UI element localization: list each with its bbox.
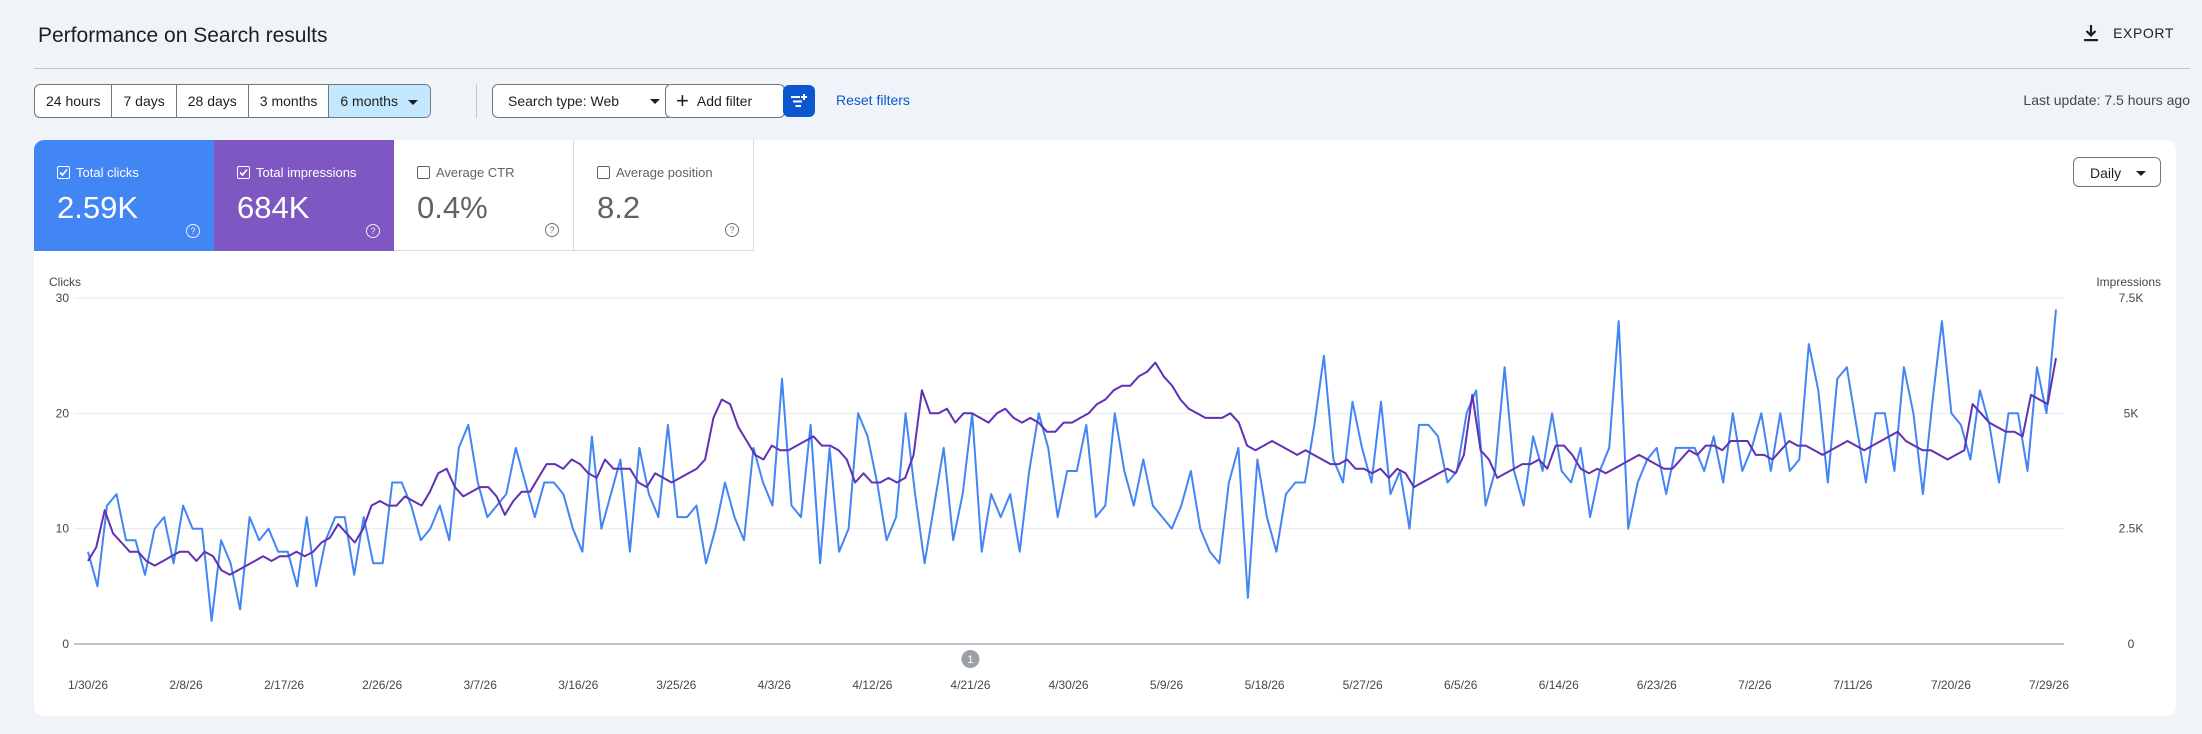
checkbox-checked-icon[interactable] <box>57 166 70 179</box>
metric-value: 684K <box>237 190 310 225</box>
x-tick-label: 2/8/26 <box>169 678 203 692</box>
range-label: 24 hours <box>46 93 101 109</box>
help-icon[interactable]: ? <box>725 223 739 237</box>
export-button[interactable]: EXPORT <box>2083 24 2174 42</box>
x-tick-label: 5/18/26 <box>1245 678 1285 692</box>
y-tick-label-right: 2.5K <box>2119 522 2144 536</box>
metric-total-clicks[interactable]: Total clicks 2.59K ? <box>34 140 214 251</box>
x-tick-label: 5/9/26 <box>1150 678 1184 692</box>
y-tick-label-left: 0 <box>62 637 69 651</box>
range-label: 6 months <box>340 93 398 109</box>
x-tick-label: 4/3/26 <box>758 678 792 692</box>
page-header: Performance on Search results EXPORT <box>34 0 2190 69</box>
metric-label: Total clicks <box>76 165 139 180</box>
y-axis-label-left: Clicks <box>49 275 81 289</box>
range-label: 28 days <box>187 93 237 109</box>
help-icon[interactable]: ? <box>186 224 200 238</box>
x-tick-label: 7/20/26 <box>1931 678 1971 692</box>
series-line-impressions <box>87 357 2057 576</box>
metric-total-impressions[interactable]: Total impressions 684K ? <box>214 140 394 251</box>
x-tick-label: 6/5/26 <box>1444 678 1478 692</box>
x-tick-label: 4/21/26 <box>950 678 990 692</box>
caret-down-icon <box>650 99 660 104</box>
y-tick-label-left: 30 <box>56 291 70 305</box>
filter-list-icon <box>791 94 807 107</box>
filter-toolbar: 24 hours 7 days 28 days 3 months 6 month… <box>34 84 2190 118</box>
y-tick-label-right: 7.5K <box>2119 291 2144 305</box>
x-tick-label: 7/11/26 <box>1833 678 1872 692</box>
range-3-months[interactable]: 3 months <box>249 85 330 117</box>
metric-label: Total impressions <box>256 165 357 180</box>
performance-card: Total clicks 2.59K ? Total impressions 6… <box>34 140 2176 716</box>
last-update-text: Last update: 7.5 hours ago <box>2023 92 2190 108</box>
x-tick-label: 7/29/26 <box>2029 678 2069 692</box>
y-tick-label-right: 5K <box>2124 406 2139 420</box>
metric-label: Average position <box>616 165 713 180</box>
date-range-selector: 24 hours 7 days 28 days 3 months 6 month… <box>34 84 431 118</box>
y-tick-label-left: 10 <box>56 522 70 536</box>
range-24-hours[interactable]: 24 hours <box>35 85 113 117</box>
add-filter-button[interactable]: + Add filter <box>665 84 785 118</box>
page-title: Performance on Search results <box>38 24 328 47</box>
y-tick-label-right: 0 <box>2128 637 2135 651</box>
search-type-label: Search type: Web <box>508 93 620 109</box>
x-tick-label: 3/16/26 <box>558 678 598 692</box>
x-tick-label: 6/14/26 <box>1539 678 1579 692</box>
range-label: 3 months <box>259 93 318 109</box>
granularity-dropdown[interactable]: Daily <box>2073 157 2161 187</box>
x-tick-label: 6/23/26 <box>1637 678 1677 692</box>
range-28-days[interactable]: 28 days <box>177 85 249 117</box>
range-label: 7 days <box>123 93 165 109</box>
annotation-marker <box>961 650 980 668</box>
metric-value: 0.4% <box>417 190 488 225</box>
metric-average-position[interactable]: Average position 8.2 ? <box>574 140 754 251</box>
caret-down-icon <box>2136 171 2146 176</box>
x-tick-label: 2/17/26 <box>264 678 304 692</box>
x-tick-label: 4/12/26 <box>852 678 892 692</box>
plus-icon: + <box>676 88 689 113</box>
help-icon[interactable]: ? <box>366 224 380 238</box>
filter-settings-button[interactable] <box>783 85 815 117</box>
performance-chart[interactable]: 0 10 20 30 0 2.5K 5K 7.5K Clicks Impressions 1/30/… <box>34 140 2176 716</box>
x-tick-label: 5/27/26 <box>1343 678 1383 692</box>
help-icon[interactable]: ? <box>545 223 559 237</box>
x-tick-label: 7/2/26 <box>1738 678 1772 692</box>
x-tick-label: 4/30/26 <box>1048 678 1088 692</box>
toolbar-divider <box>476 84 477 118</box>
y-axis-label-right: Impressions <box>2096 275 2161 289</box>
search-type-dropdown[interactable]: Search type: Web <box>492 84 673 118</box>
export-label: EXPORT <box>2113 25 2174 41</box>
metric-value: 2.59K <box>57 190 139 225</box>
x-tick-label: 3/25/26 <box>656 678 696 692</box>
metric-average-ctr[interactable]: Average CTR 0.4% ? <box>394 140 574 251</box>
x-tick-label: 3/7/26 <box>464 678 498 692</box>
x-tick-label: 2/26/26 <box>362 678 402 692</box>
add-filter-label: Add filter <box>696 93 753 109</box>
reset-filters-link[interactable]: Reset filters <box>836 92 910 108</box>
range-7-days[interactable]: 7 days <box>112 85 177 117</box>
series-line-clicks <box>87 309 2057 622</box>
checkbox-unchecked-icon[interactable] <box>417 166 430 179</box>
download-icon <box>2084 25 2099 42</box>
y-tick-label-left: 20 <box>56 406 70 420</box>
checkbox-checked-icon[interactable] <box>237 166 250 179</box>
metric-value: 8.2 <box>597 190 641 225</box>
range-6-months[interactable]: 6 months <box>329 85 430 117</box>
annotation-label: 1 <box>967 654 973 666</box>
x-tick-label: 1/30/26 <box>68 678 108 692</box>
caret-down-icon <box>407 99 418 105</box>
metric-label: Average CTR <box>436 165 515 180</box>
checkbox-unchecked-icon[interactable] <box>597 166 610 179</box>
granularity-label: Daily <box>2090 165 2122 181</box>
